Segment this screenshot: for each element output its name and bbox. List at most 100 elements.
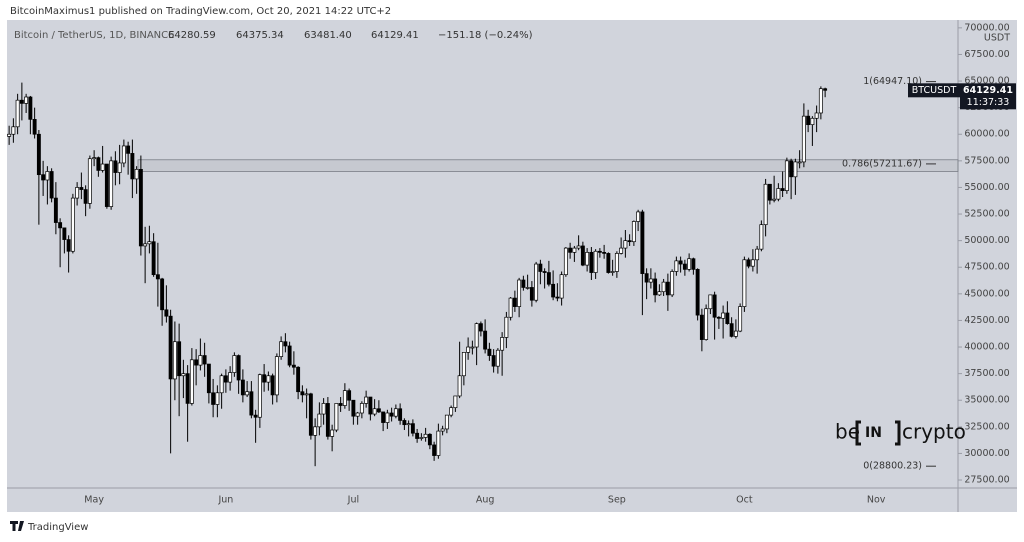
candle-body (742, 259, 747, 307)
candle-body (444, 414, 449, 430)
countdown: 11:37:33 (967, 97, 1010, 108)
candle-body (75, 187, 80, 199)
candle-body (330, 429, 335, 437)
x-tick-label: Nov (867, 495, 886, 506)
candle-body (389, 412, 394, 417)
candle-body (810, 117, 815, 126)
candle-body (19, 99, 24, 104)
logo-text: crypto (902, 420, 966, 444)
logo-brackets (855, 420, 901, 446)
candle-body (563, 247, 568, 276)
candle-body (602, 251, 607, 254)
candle-body (695, 269, 700, 316)
candle-body (704, 308, 709, 340)
candle-body (644, 273, 649, 283)
candle-body (529, 287, 534, 301)
candle-body (546, 272, 551, 285)
x-tick-label: Sep (608, 495, 626, 506)
candle-body (359, 403, 364, 414)
candle-body (759, 224, 764, 250)
candle-body (7, 133, 12, 137)
candle-body (559, 274, 564, 299)
candle-body (325, 403, 330, 437)
candle-body (593, 250, 598, 273)
y-tick-label: 65000.00 (964, 76, 1009, 87)
candle-body (614, 253, 619, 272)
candle-body (164, 309, 169, 317)
candle-body (665, 281, 670, 296)
candle-body (670, 271, 675, 296)
candle-body (66, 239, 71, 252)
candle-body (83, 189, 88, 204)
y-tick-label: 37500.00 (964, 368, 1009, 379)
candle-body (245, 391, 250, 396)
candle-body (500, 337, 505, 351)
y-tick-label: 32500.00 (964, 421, 1009, 432)
logo-text: IN (865, 425, 882, 441)
candle-body (96, 157, 101, 171)
symbol-tag-text: BTCUSDT (912, 85, 957, 96)
candle-body (806, 115, 811, 126)
candle-body (432, 444, 437, 456)
candle-body (491, 355, 496, 367)
chart-bg (7, 20, 1017, 512)
candle-body (194, 359, 199, 366)
ohlc-high: 64375.34 (236, 30, 284, 41)
candle-body (521, 279, 526, 288)
candle-body (381, 411, 386, 423)
candle-body (92, 157, 97, 160)
candle-body (555, 296, 560, 299)
candle-body (776, 188, 781, 200)
candle-body (440, 428, 445, 432)
candle-body (801, 115, 806, 163)
symbol-title: Bitcoin / TetherUS, 1D, BINANCE (14, 30, 174, 41)
candle-body (219, 375, 224, 394)
candle-body (143, 243, 148, 247)
publisher: BitcoinMaximus1 published on TradingView… (10, 6, 391, 17)
candle-body (398, 408, 403, 421)
candle-body (729, 323, 734, 337)
candle-body (755, 248, 760, 261)
candle-body (538, 263, 543, 272)
candle-body (104, 163, 109, 207)
candle-body (270, 375, 275, 396)
candle-body (228, 372, 233, 383)
candle-body (789, 160, 794, 178)
candle-body (253, 414, 258, 418)
footer-logo (10, 521, 24, 531)
candle-body (121, 145, 126, 164)
candle-body (657, 291, 662, 296)
candle-body (172, 341, 177, 380)
candle-body (427, 433, 432, 446)
ohlc-close: 64129.41 (371, 30, 419, 41)
y-tick-label: 42500.00 (964, 315, 1009, 326)
candle-body (351, 399, 356, 417)
candle-body (784, 160, 789, 191)
currency-bg (960, 30, 1016, 44)
candle-body (109, 160, 114, 207)
ohlc-change: −151.18 (−0.24%) (438, 30, 533, 41)
x-tick-label: Oct (736, 495, 753, 506)
candle-body (691, 258, 696, 270)
y-tick-label: 67500.00 (964, 49, 1009, 60)
candle-body (466, 346, 471, 353)
candle-body (551, 283, 556, 298)
candle-body (130, 153, 135, 180)
candle-body (750, 259, 755, 267)
y-tick-label: 55000.00 (964, 182, 1009, 193)
x-tick-label: Jun (217, 495, 233, 506)
candle-body (151, 241, 156, 276)
y-tick-label: 45000.00 (964, 288, 1009, 299)
candle-body (266, 375, 271, 383)
candle-body (147, 241, 152, 245)
candle-body (619, 247, 624, 254)
candle-body (15, 99, 20, 128)
candle-body (11, 126, 16, 135)
candle-body (211, 392, 216, 405)
candle-body (406, 423, 411, 426)
candle-body (793, 161, 798, 178)
candles (7, 82, 828, 467)
candle-body (687, 258, 692, 270)
